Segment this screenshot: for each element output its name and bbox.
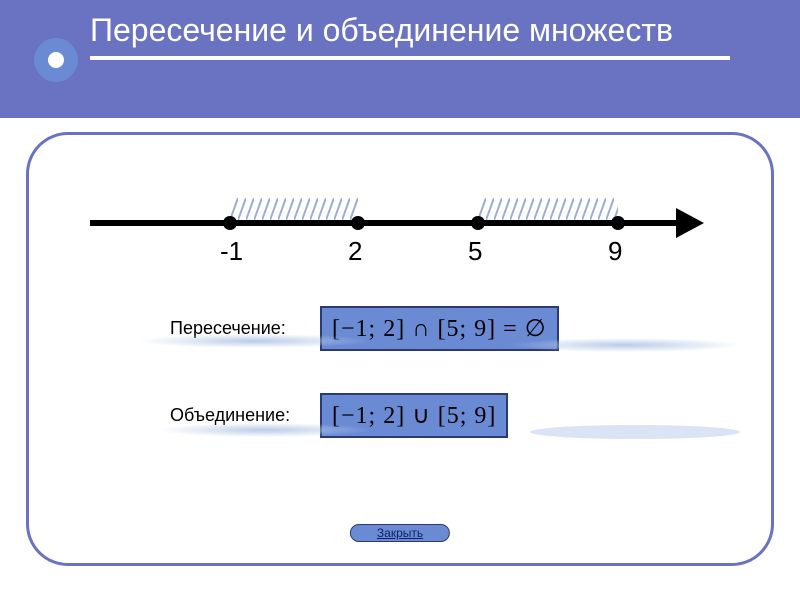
row-shadow bbox=[160, 423, 370, 437]
slide-title: Пересечение и объединение множеств bbox=[90, 10, 730, 60]
numberline-point bbox=[471, 216, 485, 230]
numberline-point bbox=[351, 216, 365, 230]
header-bullet-icon bbox=[34, 38, 78, 82]
numberline-point bbox=[223, 216, 237, 230]
intersection-row: Пересечение: [−1; 2] ∩ [5; 9] = ∅ bbox=[170, 306, 760, 351]
interval-hatch bbox=[230, 198, 358, 220]
numberline-label: 9 bbox=[608, 236, 622, 267]
slide-content: -1 2 5 9 Пересечение: [−1; 2] ∩ [5; 9] = ∅ … bbox=[40, 150, 760, 550]
row-shadow bbox=[510, 338, 740, 352]
numberline-label: 2 bbox=[348, 236, 362, 267]
union-row: Объединение: [−1; 2] ∪ [5; 9] bbox=[170, 393, 760, 438]
numberline-axis bbox=[90, 220, 680, 226]
numberline-point bbox=[611, 216, 625, 230]
formula-rows: Пересечение: [−1; 2] ∩ [5; 9] = ∅ Объеди… bbox=[40, 306, 760, 438]
row-shadow bbox=[140, 334, 370, 348]
numberline-label: 5 bbox=[468, 236, 482, 267]
close-button[interactable]: Закрыть bbox=[350, 524, 450, 542]
number-line: -1 2 5 9 bbox=[90, 180, 710, 270]
interval-hatch bbox=[478, 198, 618, 220]
numberline-arrow-icon bbox=[676, 208, 704, 238]
row-shadow bbox=[530, 425, 740, 439]
numberline-label: -1 bbox=[220, 236, 243, 267]
slide-header: Пересечение и объединение множеств bbox=[0, 0, 800, 118]
